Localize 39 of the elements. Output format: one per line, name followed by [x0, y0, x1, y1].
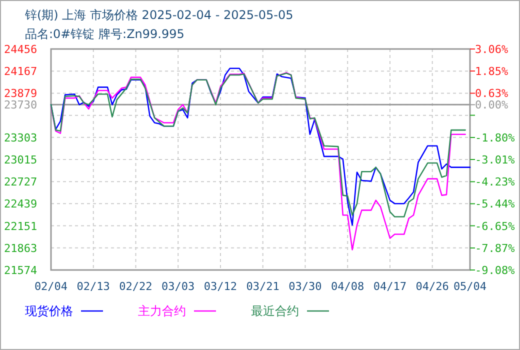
x-tick-label: 05/04 [453, 280, 487, 293]
y-tick-label: 23879 [4, 87, 38, 100]
y-tick-label: 23303 [4, 131, 38, 144]
y-tick-label: 24167 [4, 65, 38, 78]
y2-tick-label: -3.01% [475, 154, 516, 166]
x-tick-label: 04/08 [331, 280, 364, 293]
y-tick-label: 21863 [4, 242, 38, 255]
x-tick-label: 02/13 [76, 280, 110, 293]
y2-tick-label: 3.06% [475, 43, 508, 56]
x-tick-label: 03/12 [204, 280, 238, 293]
legend-label: 最近合约 [251, 304, 299, 318]
y2-tick-label: 0.63% [475, 87, 508, 100]
legend-label: 现货价格 [25, 304, 73, 318]
x-tick-label: 03/03 [162, 280, 195, 293]
y2-tick-label: -1.80% [475, 131, 516, 144]
y-tick-label: 23730 [4, 98, 38, 112]
y-tick-label: 22439 [4, 198, 38, 211]
y-tick-label: 22151 [4, 220, 38, 233]
y-tick-label: 22727 [4, 176, 38, 189]
y2-tick-label: -7.87% [475, 242, 516, 255]
y-tick-label: 23015 [4, 154, 38, 166]
x-tick-label: 03/30 [288, 280, 322, 293]
y2-tick-label: -6.65% [475, 220, 516, 233]
y2-tick-label: -4.23% [475, 176, 516, 189]
legend-label: 主力合约 [138, 304, 186, 318]
x-tick-label: 02/04 [34, 280, 68, 293]
y2-tick-label: -5.44% [475, 198, 516, 211]
line-series [50, 72, 466, 250]
chart-subtitle: 品名:0#锌锭 牌号:Zn99.995 [25, 27, 184, 41]
y-tick-label: 21574 [4, 264, 38, 277]
y2-tick-label: 1.85% [475, 65, 508, 78]
chart-title: 锌(期) 上海 市场价格 2025-02-04 - 2025-05-05 [24, 8, 294, 22]
x-tick-label: 04/17 [373, 280, 407, 293]
x-tick-label: 02/22 [119, 280, 152, 293]
y2-tick-label: 0.00% [475, 98, 508, 112]
x-tick-label: 04/26 [416, 280, 449, 293]
y-tick-label: 24456 [4, 43, 38, 56]
x-tick-label: 03/21 [246, 280, 280, 293]
y2-tick-label: -9.08% [475, 264, 516, 277]
